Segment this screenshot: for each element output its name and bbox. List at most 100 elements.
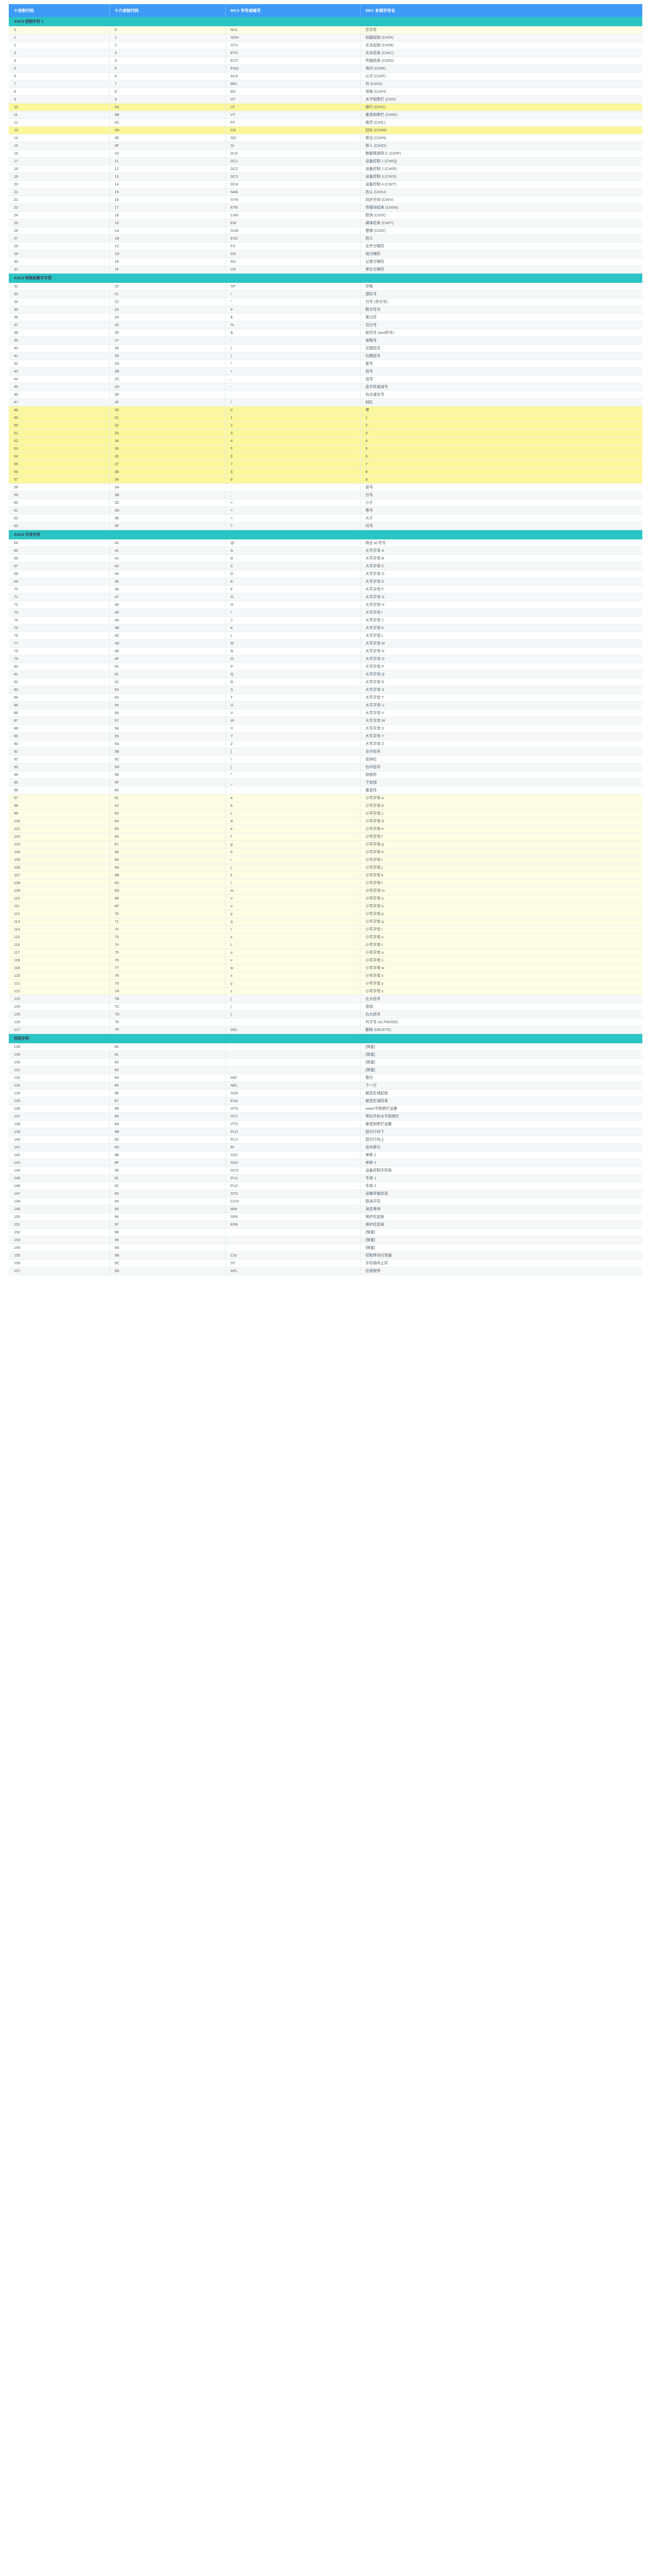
table-row[interactable]: 138 8A VTS 垂直制表栏设置 bbox=[9, 1120, 642, 1128]
table-row[interactable]: 142 8E SS2 单移 2 bbox=[9, 1151, 642, 1159]
table-row[interactable]: 137 89 HTJ 带对齐的水平制表栏 bbox=[9, 1112, 642, 1121]
table-row[interactable]: 80 50 P 大写字母 P bbox=[9, 663, 642, 671]
column-header-dec-name[interactable]: DEC 多国字符名 bbox=[360, 4, 642, 17]
table-row[interactable]: 74 4A J 大写字母 J bbox=[9, 616, 642, 624]
table-row[interactable]: 39 27 ' 省略号 bbox=[9, 336, 642, 345]
table-row[interactable]: 17 11 DC1 设备控制 1 (Ctrl/Q) bbox=[9, 157, 642, 165]
table-row[interactable]: 28 1C FS 文件分隔符 bbox=[9, 242, 642, 250]
table-row[interactable]: 35 23 # 数字符号 bbox=[9, 306, 642, 314]
table-row[interactable]: 4 4 EOT 传输结束 (Ctrl/D) bbox=[9, 57, 642, 65]
table-row[interactable]: 110 6E n 小写字母 n bbox=[9, 894, 642, 903]
table-row[interactable]: 88 58 X 大写字母 X bbox=[9, 724, 642, 733]
column-header-hex[interactable]: 十六进制代码 bbox=[109, 4, 226, 17]
table-row[interactable]: 47 2F / 斜杠 bbox=[9, 398, 642, 406]
table-row[interactable]: 106 6A j 小写字母 j bbox=[9, 863, 642, 872]
table-row[interactable]: 117 75 u 小写字母 u bbox=[9, 948, 642, 957]
table-row[interactable]: 127 7F DEL 删除 (DELETE) bbox=[9, 1026, 642, 1034]
table-row[interactable]: 136 88 HTS water平制表栏设置 bbox=[9, 1105, 642, 1113]
table-row[interactable]: 123 7B{左大括号 bbox=[9, 995, 642, 1003]
table-row[interactable]: 60 3C < 小于 bbox=[9, 499, 642, 507]
table-row[interactable]: 16 10 DLE 数据链接转义 (Ctrl/P) bbox=[9, 149, 642, 158]
table-row[interactable]: 140 8C PLU 部分行向上 bbox=[9, 1136, 642, 1144]
table-row[interactable]: 11 0B VT 垂直制表栏 (Ctrl/K) bbox=[9, 111, 642, 119]
table-row[interactable]: 120 78 x 小写字母 x bbox=[9, 972, 642, 980]
table-row[interactable]: 128 80 [保留] bbox=[9, 1043, 642, 1051]
table-row[interactable]: 64 40 @ 商业 at 符号 bbox=[9, 539, 642, 547]
table-row[interactable]: 89 59 Y 大写字母 Y bbox=[9, 732, 642, 740]
table-row[interactable]: 59 3B; 分号 bbox=[9, 491, 642, 499]
table-row[interactable]: 43 2B + 加号 bbox=[9, 367, 642, 376]
table-row[interactable]: 126 7E ~ 代字号 (ALTMODE) bbox=[9, 1018, 642, 1026]
table-row[interactable]: 124 7C | 竖线 bbox=[9, 1003, 642, 1011]
table-row[interactable]: 56 38 8 8 bbox=[9, 468, 642, 476]
table-row[interactable]: 154 9A [保留] bbox=[9, 1244, 642, 1252]
table-row[interactable]: 65 41 A 大写字母 A bbox=[9, 547, 642, 555]
table-row[interactable]: 2 2 STX 文本起始 (Ctrl/B) bbox=[9, 41, 642, 49]
table-row[interactable]: 108 6C l 小写字母 l bbox=[9, 879, 642, 887]
table-row[interactable]: 21 15 NAK 否认 (Ctrl/U) bbox=[9, 188, 642, 196]
table-row[interactable]: 72 48 H 大写字母 H bbox=[9, 601, 642, 609]
table-row[interactable]: 8 8 BS 退格 (Ctrl/H) bbox=[9, 88, 642, 96]
table-row[interactable]: 36 24 $ 美元符 bbox=[9, 313, 642, 321]
table-row[interactable]: 61 3D = 等号 bbox=[9, 506, 642, 515]
table-row[interactable]: 50 32 2 2 bbox=[9, 421, 642, 430]
table-row[interactable]: 148 94 CCH 取消字符 bbox=[9, 1197, 642, 1206]
table-row[interactable]: 45 2D - 连字符或减号 bbox=[9, 383, 642, 391]
table-row[interactable]: 156 9C ST 字符串终止符 bbox=[9, 1259, 642, 1267]
table-row[interactable]: 111 6F o 小写字母 o bbox=[9, 902, 642, 910]
table-row[interactable]: 48 30 0 零 bbox=[9, 406, 642, 414]
table-row[interactable]: 102 66 f 小写字母 f bbox=[9, 833, 642, 841]
table-row[interactable]: 146 92 PU2 专用 2 bbox=[9, 1182, 642, 1190]
table-row[interactable]: 29 1D GS 组分隔符 bbox=[9, 250, 642, 258]
table-row[interactable]: 151 97 EPA 保护区结束 bbox=[9, 1221, 642, 1229]
table-row[interactable]: 38 26 & 和符号 (and符号) bbox=[9, 329, 642, 337]
table-row[interactable]: 153 99 [保留] bbox=[9, 1236, 642, 1244]
table-row[interactable]: 122 7A z 小写字母 z bbox=[9, 987, 642, 995]
table-row[interactable]: 93 5D] 右中括号 bbox=[9, 763, 642, 771]
table-row[interactable]: 101 65 e 小写字母 e bbox=[9, 825, 642, 833]
table-row[interactable]: 26 1A SUB 替换 (Ctrl/Z) bbox=[9, 227, 642, 235]
table-row[interactable]: 73 49 I 大写字母 I bbox=[9, 608, 642, 617]
table-row[interactable]: 85 55 U 大写字母 U bbox=[9, 701, 642, 709]
table-row[interactable]: 109 6D m 小写字母 m bbox=[9, 887, 642, 895]
column-header-mcs-char[interactable]: MCS 字符或缩写 bbox=[225, 4, 361, 17]
table-row[interactable]: 99 63 c 小写字母 c bbox=[9, 809, 642, 818]
table-row[interactable]: 96 60 ` 重音符 bbox=[9, 786, 642, 794]
table-row[interactable]: 149 95 MW 消息等待 bbox=[9, 1205, 642, 1213]
table-row[interactable]: 52 34 4 4 bbox=[9, 437, 642, 445]
table-row[interactable]: 44 2C, 逗号 bbox=[9, 375, 642, 383]
table-row[interactable]: 134 86 SSA 被选区域起始 bbox=[9, 1089, 642, 1097]
table-row[interactable]: 147 93 STS 设置传输状态 bbox=[9, 1190, 642, 1198]
table-row[interactable]: 133 85 NEL 下一行 bbox=[9, 1081, 642, 1090]
table-row[interactable]: 75 4B K 大写字母 K bbox=[9, 624, 642, 632]
table-row[interactable]: 95 5F _ 下划线 bbox=[9, 778, 642, 787]
table-row[interactable]: 68 44 D 大写字母 D bbox=[9, 570, 642, 578]
table-row[interactable]: 19 13 DC3 设备控制 3 (Ctrl/S) bbox=[9, 173, 642, 181]
table-row[interactable]: 92 5C \ 反斜杠 bbox=[9, 755, 642, 764]
table-row[interactable]: 132 84 IND 索引 bbox=[9, 1074, 642, 1082]
table-row[interactable]: 155 9B CSI 控制序列引导器 bbox=[9, 1251, 642, 1260]
table-row[interactable]: 0 0 NUL 空字符 bbox=[9, 26, 642, 34]
table-row[interactable]: 86 56 V 大写字母 V bbox=[9, 709, 642, 717]
table-row[interactable]: 27 1B ESC 转义 bbox=[9, 234, 642, 243]
table-row[interactable]: 14 0E SO 移出 (Ctrl/N) bbox=[9, 134, 642, 142]
table-row[interactable]: 34 22 " 引号 (双引号) bbox=[9, 298, 642, 306]
table-row[interactable]: 53 35 5 5 bbox=[9, 445, 642, 453]
table-row[interactable]: 66 42 B 大写字母 B bbox=[9, 554, 642, 563]
table-row[interactable]: 119 77 w 小写字母 w bbox=[9, 964, 642, 972]
table-row[interactable]: 20 14 DC4 设备控制 4 (Ctrl/T) bbox=[9, 180, 642, 189]
table-row[interactable]: 54 36 6 6 bbox=[9, 452, 642, 461]
column-header-decimal[interactable]: 十进制代码 bbox=[9, 4, 110, 17]
table-row[interactable]: 107 6B k 小写字母 k bbox=[9, 871, 642, 879]
table-row[interactable]: 69 45 E 大写字母 E bbox=[9, 578, 642, 586]
table-row[interactable]: 46 2E. 句点或句号 bbox=[9, 391, 642, 399]
table-row[interactable]: 114 72 r 小写字母 r bbox=[9, 925, 642, 934]
table-row[interactable]: 67 43 C 大写字母 C bbox=[9, 562, 642, 570]
table-row[interactable]: 22 16 SYN 同步空闲 (Ctrl/V) bbox=[9, 196, 642, 204]
table-row[interactable]: 116 74 t 小写字母 t bbox=[9, 941, 642, 949]
table-row[interactable]: 58 3A: 冒号 bbox=[9, 483, 642, 492]
table-row[interactable]: 24 18 CAN 取消 (Ctrl/X) bbox=[9, 211, 642, 219]
table-row[interactable]: 41 29) 右圆括号 bbox=[9, 352, 642, 360]
table-row[interactable]: 55 37 7 7 bbox=[9, 460, 642, 468]
table-row[interactable]: 15 0F SI 移入 (Ctrl/O) bbox=[9, 142, 642, 150]
